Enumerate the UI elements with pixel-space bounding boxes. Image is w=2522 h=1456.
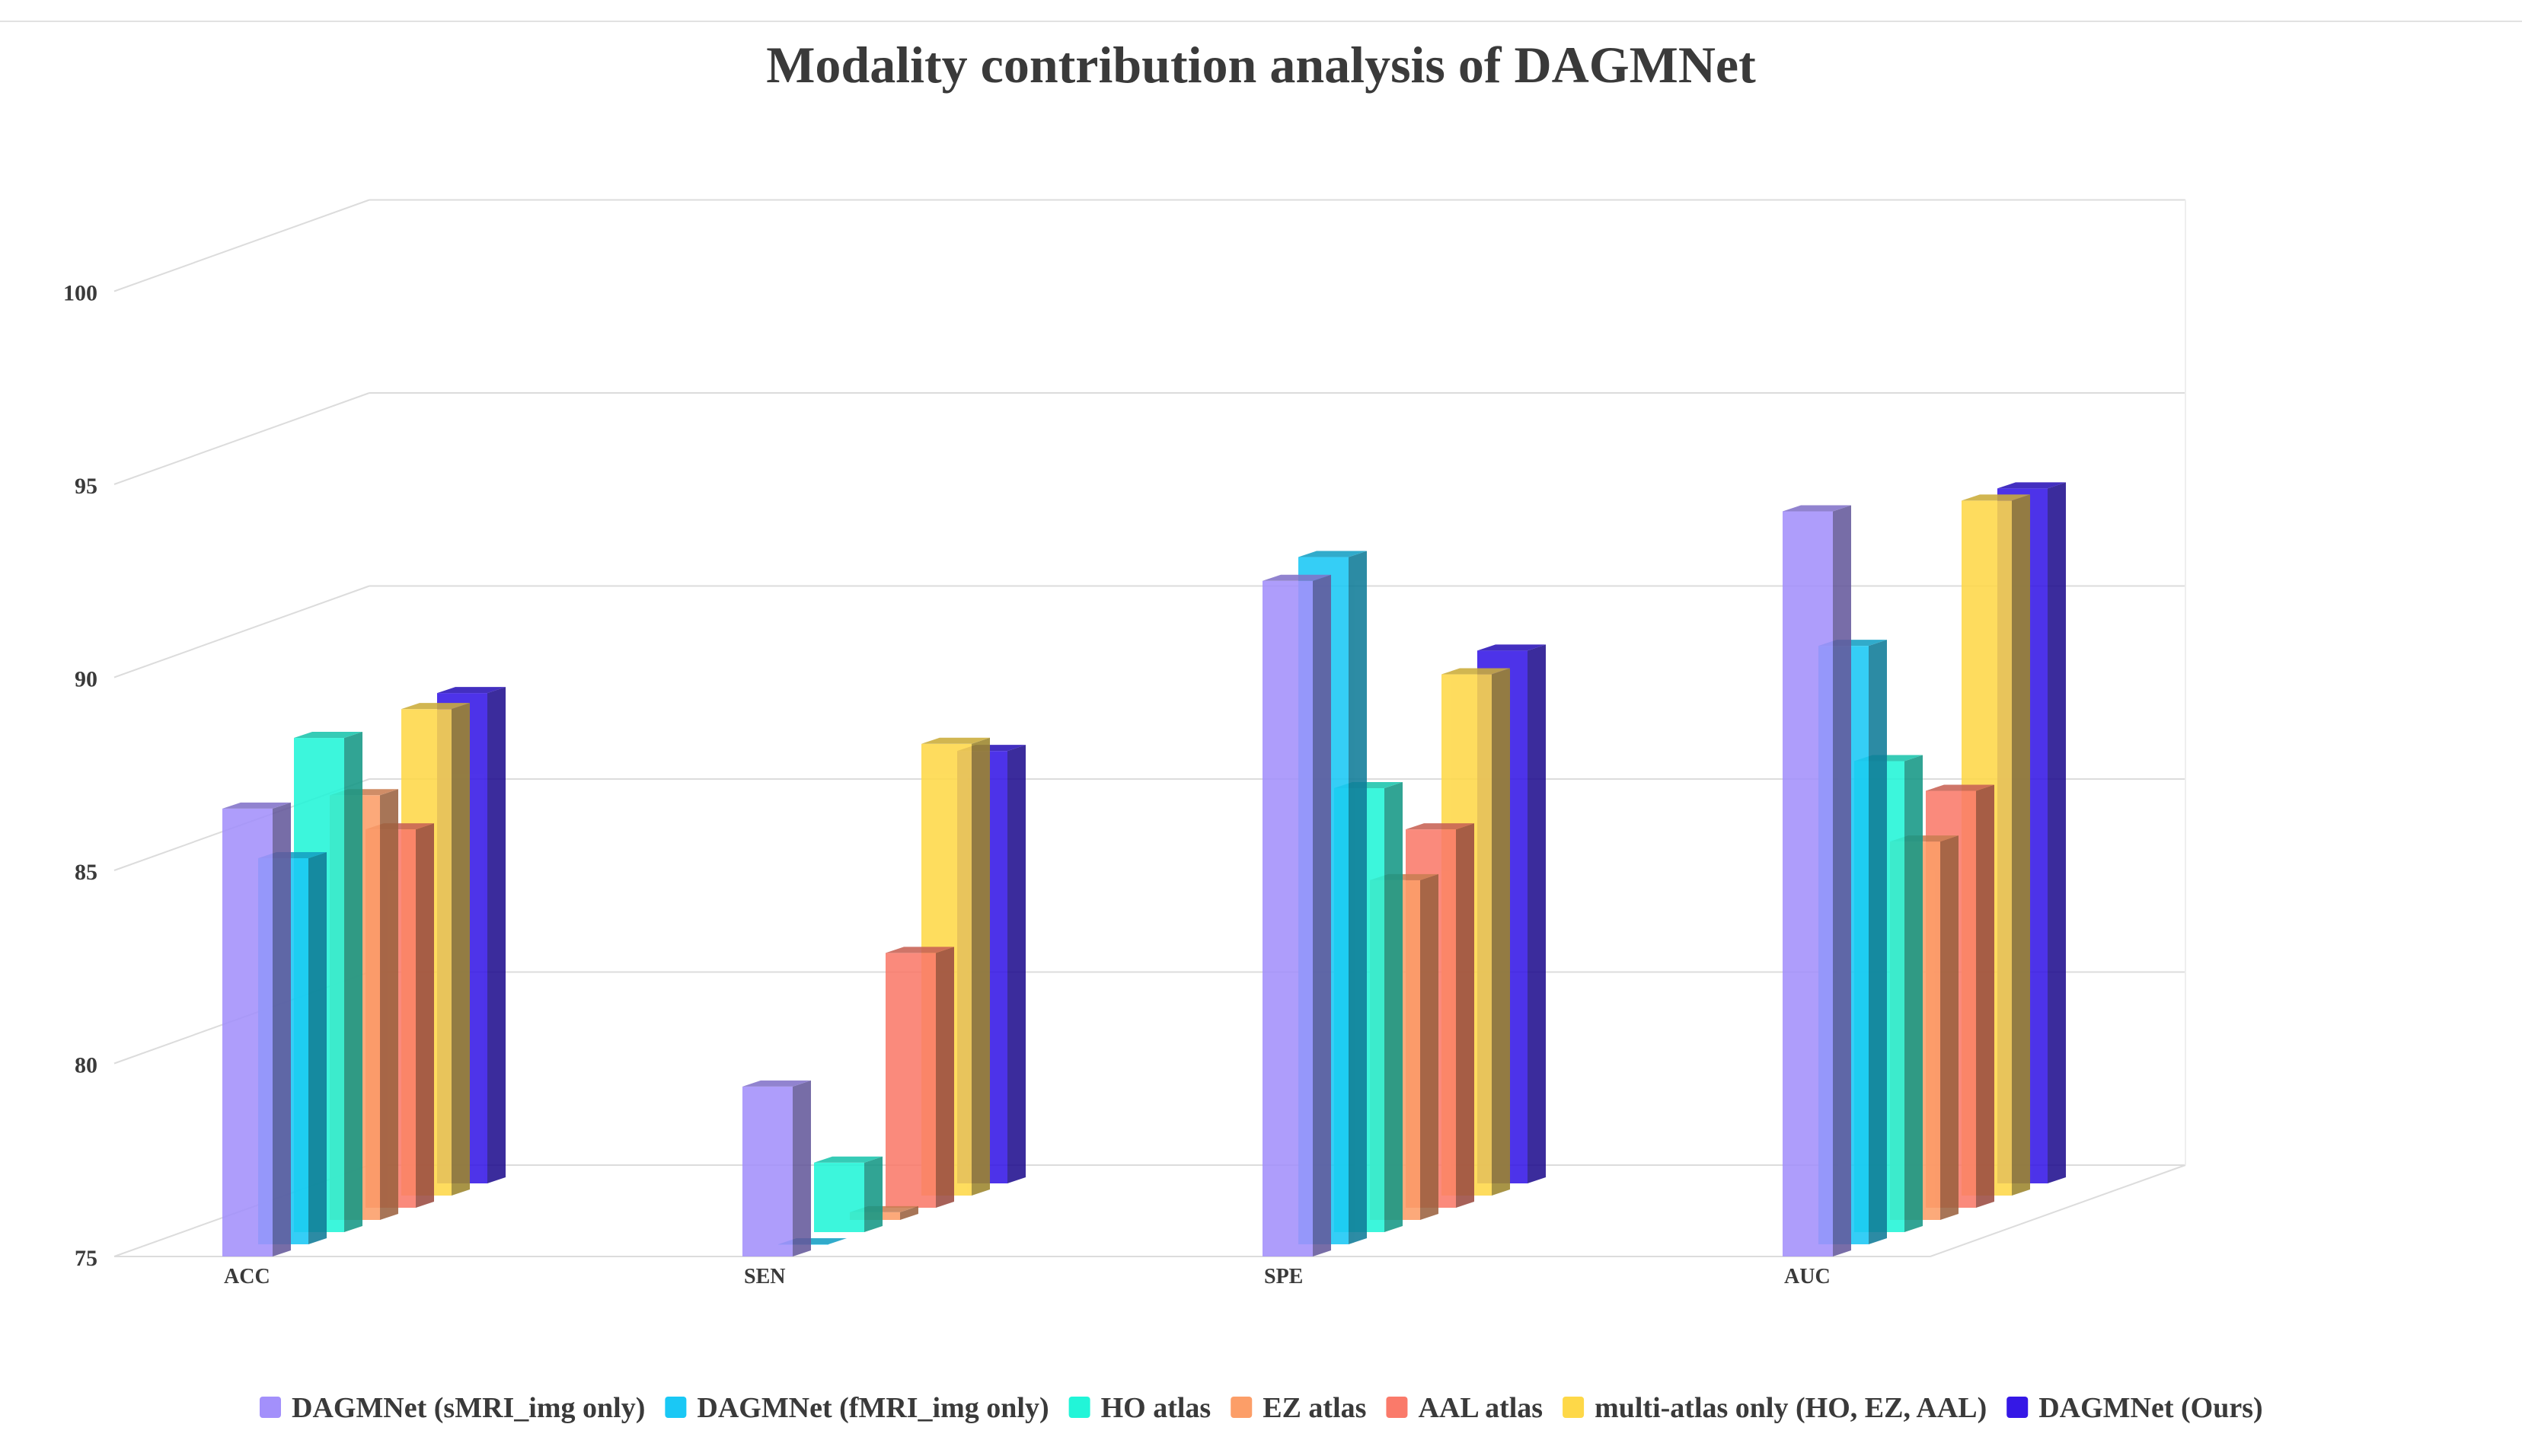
legend-item: DAGMNet (sMRI_img only) bbox=[260, 1392, 645, 1424]
category-labels: ACC SEN SPE AUC bbox=[224, 1265, 1831, 1288]
bars-layer bbox=[222, 482, 2066, 1256]
y-tick-label: 75 bbox=[75, 1246, 97, 1271]
legend-swatch bbox=[1231, 1397, 1253, 1418]
bar-acc-series-0 bbox=[222, 802, 291, 1256]
y-tick-label: 100 bbox=[63, 281, 97, 306]
y-tick-label: 80 bbox=[75, 1053, 97, 1078]
x-tick-label: SEN bbox=[744, 1265, 785, 1288]
legend-swatch bbox=[1386, 1397, 1408, 1418]
gridline-left-wall bbox=[113, 585, 370, 679]
bar-sen-series-2 bbox=[814, 1156, 883, 1232]
legend-item: EZ atlas bbox=[1231, 1392, 1366, 1424]
legend-item: multi-atlas only (HO, EZ, AAL) bbox=[1563, 1392, 1987, 1424]
x-tick-label: SPE bbox=[1264, 1265, 1303, 1288]
legend-swatch bbox=[665, 1397, 687, 1418]
legend-label: multi-atlas only (HO, EZ, AAL) bbox=[1595, 1392, 1987, 1424]
bar-spe-series-0 bbox=[1263, 574, 1331, 1256]
bar-sen-series-0 bbox=[742, 1080, 811, 1256]
legend-item: DAGMNet (fMRI_img only) bbox=[665, 1392, 1049, 1424]
bar-sen-series-4 bbox=[886, 947, 954, 1208]
legend-label: AAL atlas bbox=[1418, 1392, 1543, 1424]
floor-right-edge bbox=[1930, 1164, 2186, 1257]
y-tick-label: 85 bbox=[75, 860, 97, 885]
legend-label: DAGMNet (fMRI_img only) bbox=[697, 1392, 1049, 1424]
bar-auc-series-0 bbox=[1783, 505, 1851, 1256]
legend: DAGMNet (sMRI_img only) DAGMNet (fMRI_img… bbox=[260, 1392, 2263, 1424]
legend-item: AAL atlas bbox=[1386, 1392, 1543, 1424]
legend-item: HO atlas bbox=[1068, 1392, 1212, 1424]
gridline-left-wall bbox=[113, 392, 370, 485]
legend-label: EZ atlas bbox=[1263, 1392, 1366, 1424]
legend-label: DAGMNet (Ours) bbox=[2038, 1392, 2262, 1424]
x-tick-label: AUC bbox=[1784, 1265, 1831, 1288]
x-tick-label: ACC bbox=[224, 1265, 270, 1288]
legend-item: DAGMNet (Ours) bbox=[2006, 1392, 2263, 1424]
y-tick-label: 90 bbox=[75, 667, 97, 692]
legend-swatch bbox=[1068, 1397, 1090, 1418]
y-tick-label: 95 bbox=[75, 474, 97, 499]
legend-label: HO atlas bbox=[1101, 1392, 1212, 1424]
legend-label: DAGMNet (sMRI_img only) bbox=[292, 1392, 645, 1424]
gridline-left-wall bbox=[113, 199, 370, 292]
legend-swatch bbox=[1563, 1397, 1585, 1418]
legend-swatch bbox=[260, 1397, 281, 1418]
chart-title: Modality contribution analysis of DAGMNe… bbox=[766, 36, 1756, 94]
legend-swatch bbox=[2006, 1397, 2029, 1418]
tick-labels: 75 80 85 90 95 100 bbox=[63, 281, 97, 1272]
